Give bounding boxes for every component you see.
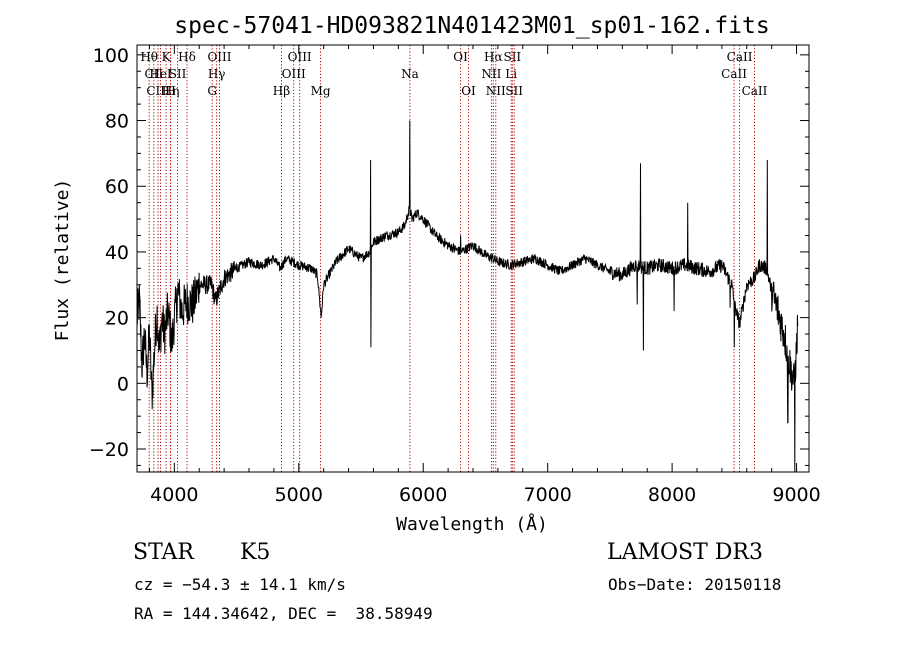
x-tick-label-5000: 5000	[275, 484, 323, 506]
line-marker-label-4: K	[162, 50, 172, 64]
line-marker-label-14: OIII	[288, 50, 312, 64]
line-marker-label-16: Na	[401, 67, 419, 81]
line-marker-label-10: Hγ	[208, 67, 226, 81]
line-marker-label-12: Hβ	[273, 84, 290, 98]
y-tick-label-0: 0	[117, 373, 129, 395]
line-marker-label-19: NII	[481, 67, 501, 81]
line-marker-label-0: Hθ	[140, 50, 158, 64]
line-marker-label-7: SII	[169, 67, 187, 81]
spectral-subclass: K5	[240, 540, 271, 565]
line-marker-label-23: SII	[503, 50, 521, 64]
line-marker-label-8: Hδ	[178, 50, 196, 64]
ra-dec: RA = 144.34642, DEC = 38.58949	[134, 604, 433, 623]
line-marker-label-21: NII	[486, 84, 506, 98]
line-marker-label-1: CII	[144, 67, 163, 81]
line-marker-label-2: CIII	[146, 84, 170, 98]
line-marker-label-15: Mg	[311, 84, 331, 98]
line-marker-label-11: OIII	[207, 50, 231, 64]
x-tick-label-4000: 4000	[150, 484, 198, 506]
redshift-cz: cz = −54.3 ± 14.1 km/s	[134, 575, 346, 594]
line-marker-label-9: G	[207, 84, 217, 98]
survey-name: LAMOST DR3	[607, 540, 763, 565]
chart-title: spec-57041-HD093821N401423M01_sp01-162.f…	[174, 13, 769, 39]
object-class: STAR	[133, 540, 194, 565]
line-marker-label-13: OIII	[282, 67, 306, 81]
x-tick-label-8000: 8000	[648, 484, 696, 506]
y-tick-label-20: 20	[105, 308, 129, 330]
line-marker-label-20: Hα	[484, 50, 503, 64]
line-marker-label-24: SII	[505, 84, 523, 98]
observation-date: Obs−Date: 20150118	[608, 575, 782, 594]
x-axis-label: Wavelength (Å)	[396, 513, 548, 535]
y-tick-label-40: 40	[105, 242, 129, 264]
y-tick-label-100: 100	[93, 45, 129, 67]
line-marker-label-22: Li	[505, 67, 517, 81]
x-axis-ticks: 4000 5000 6000 7000 8000 9000	[148, 45, 821, 506]
line-marker-label-17: OI	[453, 50, 468, 64]
emission-line-markers: HθCIICIIIHeIKHHηSIIHδGHγOIIIHβOIIIOIIIMg…	[140, 45, 768, 472]
spectrum-line	[136, 120, 799, 473]
line-marker-label-26: CaII	[727, 50, 753, 64]
spectrum-series	[136, 120, 799, 473]
y-tick-label-80: 80	[105, 111, 129, 133]
y-tick-label--20: −20	[89, 439, 129, 461]
line-marker-label-6: Hη	[162, 84, 180, 98]
line-marker-label-18: OI	[461, 84, 476, 98]
x-tick-label-9000: 9000	[772, 484, 820, 506]
y-tick-label-60: 60	[105, 176, 129, 198]
y-axis-ticks: −20 0 20 40 60 80 100	[89, 45, 809, 466]
line-marker-label-25: CaII	[721, 67, 747, 81]
x-tick-label-6000: 6000	[399, 484, 447, 506]
plot-frame	[136, 44, 810, 473]
y-axis-label: Flux (relative)	[52, 179, 73, 342]
line-marker-label-27: CaII	[742, 84, 768, 98]
x-tick-label-7000: 7000	[523, 484, 571, 506]
